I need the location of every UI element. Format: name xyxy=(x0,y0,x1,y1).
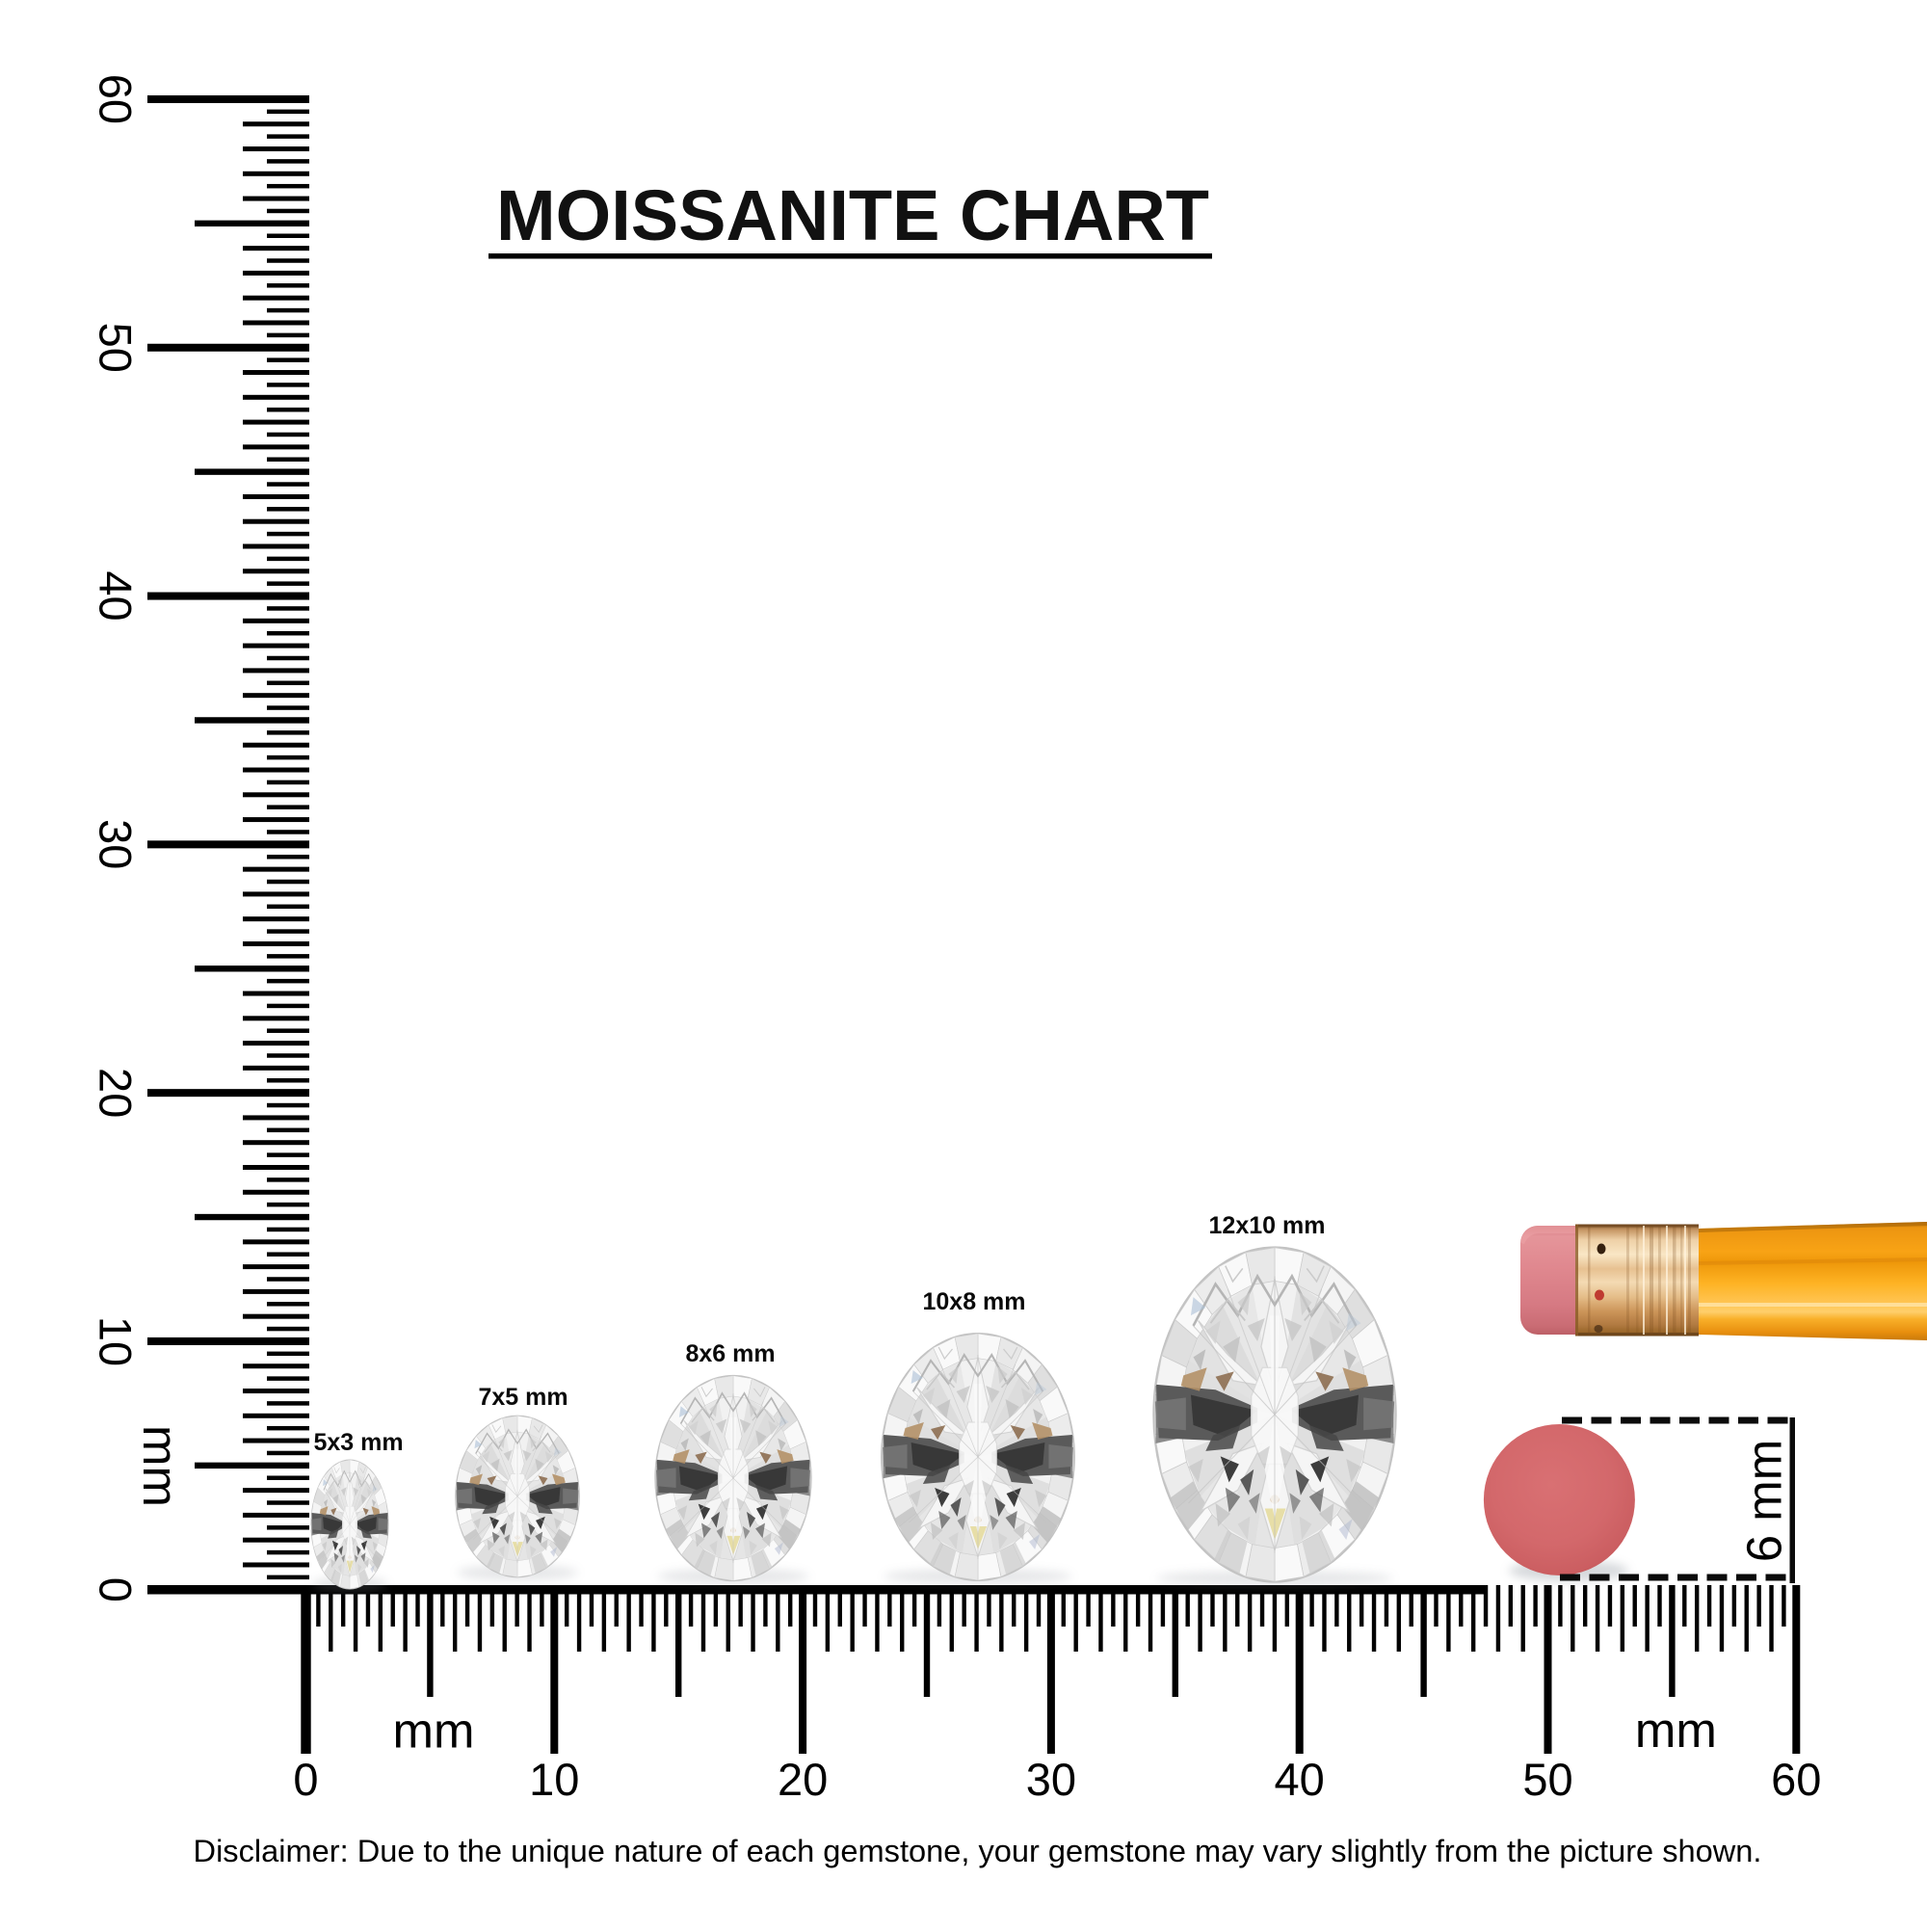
svg-text:Disclaimer: Due to the unique: Disclaimer: Due to the unique nature of … xyxy=(194,1833,1762,1868)
svg-text:50: 50 xyxy=(91,323,142,373)
svg-text:40: 40 xyxy=(91,570,142,621)
svg-text:30: 30 xyxy=(91,819,142,869)
svg-text:40: 40 xyxy=(1275,1754,1325,1805)
svg-text:mm: mm xyxy=(1635,1703,1717,1758)
svg-text:5x3 mm: 5x3 mm xyxy=(313,1429,403,1456)
svg-text:12x10 mm: 12x10 mm xyxy=(1209,1212,1326,1239)
svg-text:6 mm: 6 mm xyxy=(1737,1440,1792,1563)
svg-text:10: 10 xyxy=(91,1316,142,1366)
svg-text:20: 20 xyxy=(91,1068,142,1118)
svg-text:0: 0 xyxy=(293,1754,318,1805)
svg-text:30: 30 xyxy=(1026,1754,1076,1805)
svg-text:7x5 mm: 7x5 mm xyxy=(478,1384,568,1411)
svg-text:60: 60 xyxy=(91,74,142,124)
svg-text:50: 50 xyxy=(1522,1754,1572,1805)
svg-text:10: 10 xyxy=(529,1754,579,1805)
svg-text:0: 0 xyxy=(91,1577,142,1602)
svg-text:10x8 mm: 10x8 mm xyxy=(922,1288,1025,1315)
svg-text:MOISSANITE CHART: MOISSANITE CHART xyxy=(496,175,1209,255)
svg-text:mm: mm xyxy=(393,1704,475,1759)
svg-text:mm: mm xyxy=(133,1425,188,1507)
svg-text:60: 60 xyxy=(1771,1754,1821,1805)
svg-text:20: 20 xyxy=(778,1754,828,1805)
svg-text:8x6 mm: 8x6 mm xyxy=(685,1340,775,1367)
